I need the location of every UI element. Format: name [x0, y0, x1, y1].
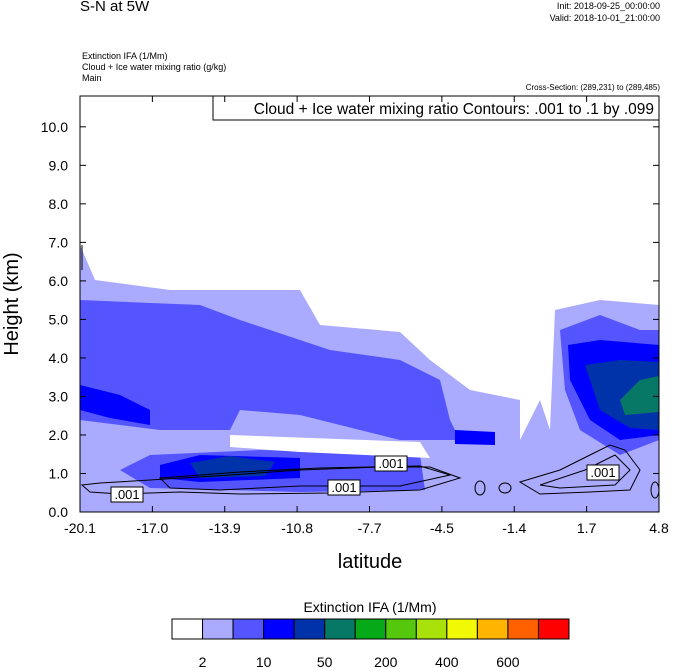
contour-label: .001 — [378, 456, 403, 471]
contour-labels: .001 .001 .001 .001 — [110, 455, 620, 503]
colorbar-swatch — [324, 618, 356, 640]
colorbar-label: 50 — [317, 654, 333, 668]
x-axis-label: latitude — [338, 551, 403, 573]
x-tick-label: -4.5 — [430, 520, 454, 536]
x-tick-label: -13.9 — [209, 520, 241, 536]
colorbar-swatch — [354, 618, 387, 640]
y-tick-label: 9.0 — [49, 157, 69, 173]
y-tick-label: 5.0 — [49, 311, 69, 327]
y-axis-label: Height (km) — [1, 252, 23, 355]
level-50 — [80, 340, 659, 482]
white-gap — [230, 435, 430, 458]
level-100 — [190, 360, 659, 478]
y-tick-label: 0.0 — [49, 504, 69, 520]
colorbar-label: 400 — [435, 654, 459, 668]
y-tick-label: 1.0 — [49, 465, 69, 481]
colorbar-swatch — [537, 618, 570, 640]
contour-label: .001 — [590, 465, 615, 480]
y-tick-label: 8.0 — [49, 196, 69, 212]
y-tick-label: 2.0 — [49, 427, 69, 443]
y-tick-label: 4.0 — [49, 350, 69, 366]
colorbar: 2 10 50 200 400 600 — [171, 618, 570, 668]
y-tick-label: 3.0 — [49, 388, 69, 404]
colorbar-label: 200 — [374, 654, 398, 668]
colorbar-label: 10 — [256, 654, 272, 668]
x-tick-label: -10.8 — [281, 520, 313, 536]
level-200 — [620, 376, 659, 415]
colorbar-swatch — [415, 618, 448, 640]
contour-label: .001 — [331, 480, 356, 495]
init-time: Init: 2018-09-25_00:00:00 — [556, 1, 660, 11]
level-10 — [80, 300, 659, 492]
colorbar-swatch — [476, 618, 509, 640]
contour-label: .001 — [114, 487, 139, 502]
x-tick-label: -7.7 — [357, 520, 381, 536]
colorbar-swatch — [232, 618, 265, 640]
colorbar-swatch — [171, 618, 204, 640]
x-tick-label: -17.0 — [136, 520, 168, 536]
field-2: Cloud + Ice water mixing ratio (g/kg) — [82, 62, 227, 72]
colorbar-title: Extinction IFA (1/Mm) — [303, 599, 436, 615]
colorbar-label: 2 — [199, 654, 207, 668]
plot-title: S-N at 5W — [80, 0, 150, 15]
shaded-field — [80, 245, 659, 512]
axes: -20.1 -17.0 -13.9 -10.8 -7.7 -4.5 -1.4 1.7 4.8 0.… — [41, 96, 669, 536]
field-3: Main — [82, 73, 102, 83]
x-tick-label: -1.4 — [502, 520, 526, 536]
colorbar-swatch — [507, 618, 539, 640]
colorbar-swatch — [202, 618, 234, 640]
x-tick-label: -20.1 — [64, 520, 96, 536]
contour-info-box — [212, 95, 660, 121]
y-tick-label: 6.0 — [49, 273, 69, 289]
colorbar-label: 600 — [496, 654, 520, 668]
cross-section-info: Cross-Section: (289,231) to (289,485) — [525, 83, 660, 92]
colorbar-swatch — [293, 618, 326, 640]
field-1: Extinction IFA (1/Mm) — [82, 51, 168, 61]
y-tick-label: 7.0 — [49, 234, 69, 250]
contour-info: Cloud + Ice water mixing ratio Contours:… — [254, 101, 654, 118]
colorbar-swatch — [446, 618, 478, 640]
x-tick-label: 4.8 — [649, 520, 669, 536]
valid-time: Valid: 2018-10-01_21:00:00 — [549, 13, 660, 23]
x-tick-label: 1.7 — [577, 520, 597, 536]
colorbar-swatch — [263, 618, 295, 640]
y-tick-label: 10.0 — [41, 119, 68, 135]
colorbar-swatch — [385, 618, 417, 640]
